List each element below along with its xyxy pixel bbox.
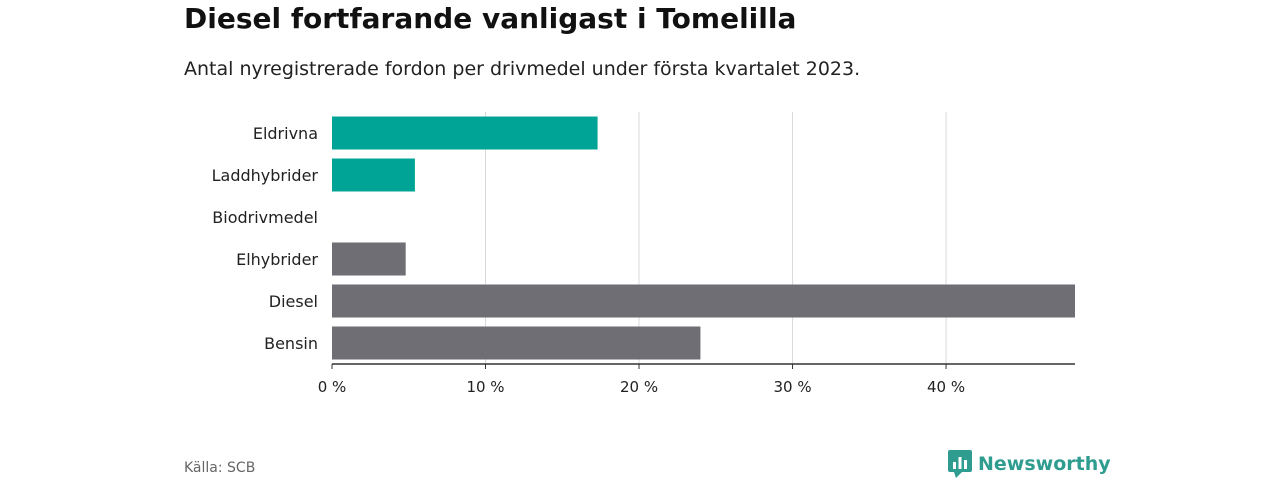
bar-bensin <box>332 326 701 360</box>
category-label-bensin: Bensin <box>264 334 318 353</box>
x-tick-label-2: 20 % <box>620 378 658 396</box>
category-label-biodrivmedel: Biodrivmedel <box>212 208 318 227</box>
newsworthy-logo-icon <box>948 450 972 478</box>
bar-diesel <box>332 284 1075 318</box>
bar-eldrivna <box>332 116 598 150</box>
category-label-elhybrider: Elhybrider <box>236 250 318 269</box>
x-tick-label-4: 40 % <box>927 378 965 396</box>
source-note: Källa: SCB <box>184 460 256 476</box>
x-tick-label-1: 10 % <box>466 378 504 396</box>
x-tick-label-0: 0 % <box>318 378 347 396</box>
newsworthy-logo-text: Newsworthy <box>978 453 1111 475</box>
category-label-laddhybrider: Laddhybrider <box>212 166 319 185</box>
chart-title: Diesel fortfarande vanligast i Tomelilla <box>184 2 797 35</box>
newsworthy-logo[interactable]: Newsworthy <box>948 450 1111 478</box>
bar-chart: Eldrivna Laddhybrider Biodrivmedel Elhybrid… <box>212 112 1075 396</box>
bar-laddhybrider <box>332 158 415 192</box>
category-label-eldrivna: Eldrivna <box>253 124 318 143</box>
category-label-diesel: Diesel <box>269 292 318 311</box>
bar-elhybrider <box>332 242 406 276</box>
chart-subtitle: Antal nyregistrerade fordon per drivmede… <box>184 58 861 80</box>
x-tick-label-3: 30 % <box>773 378 811 396</box>
